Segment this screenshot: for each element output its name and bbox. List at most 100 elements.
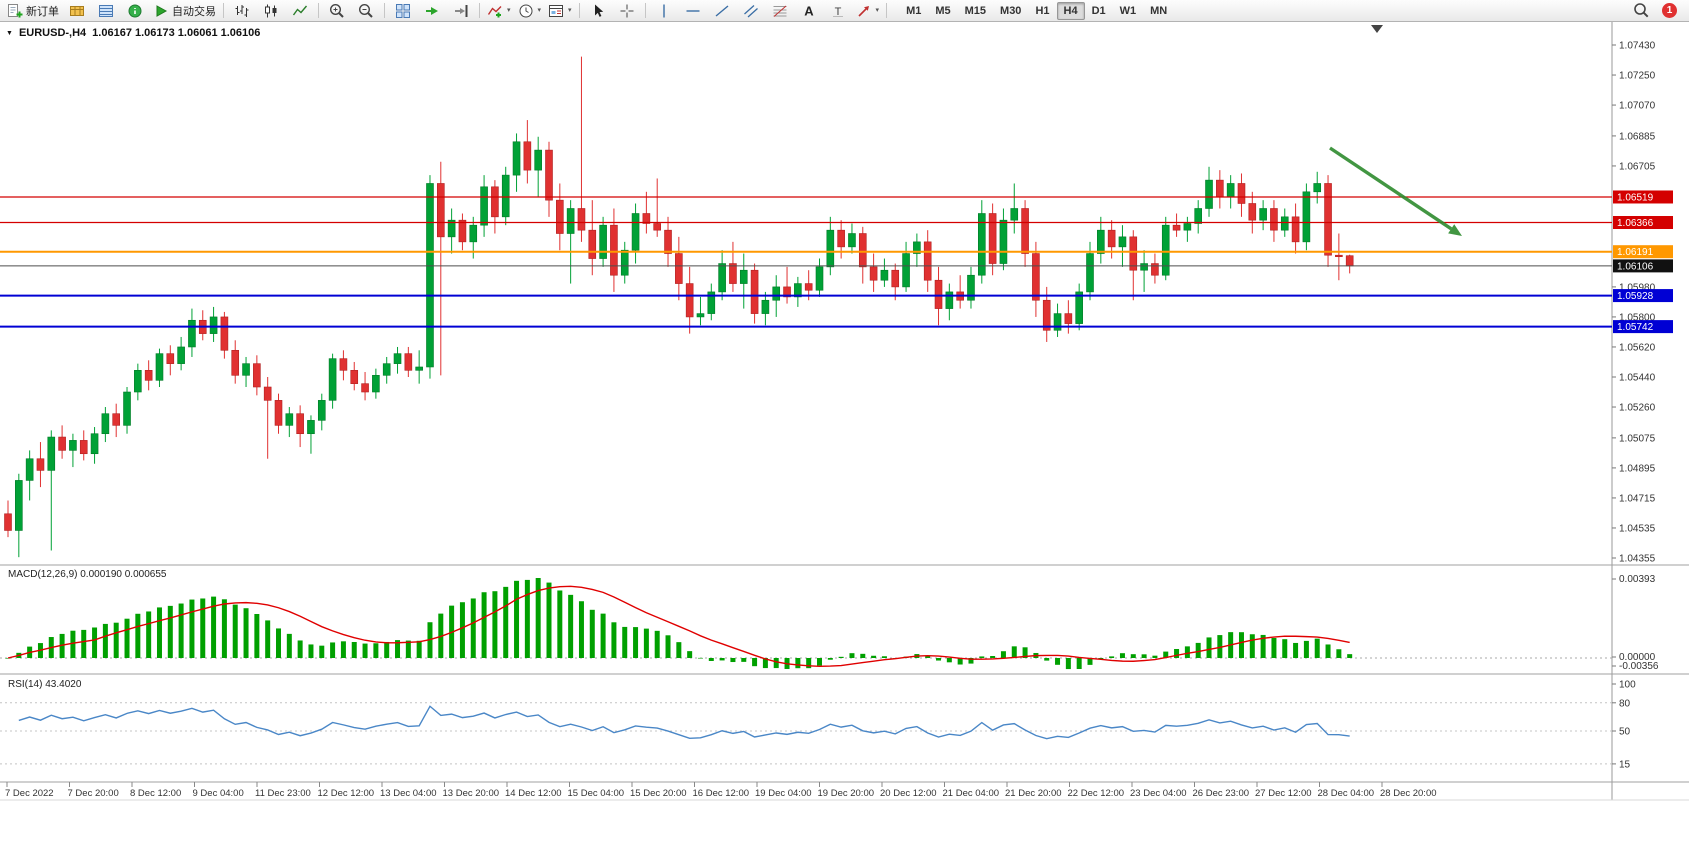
indicators-button[interactable]: ▾ <box>484 0 514 22</box>
timeframe-m30[interactable]: M30 <box>1000 4 1022 17</box>
profiles-button[interactable] <box>63 0 91 22</box>
candle-body <box>631 213 640 251</box>
zoom-out-icon <box>358 3 373 18</box>
candle-body <box>58 436 66 451</box>
cursor-icon <box>594 4 603 17</box>
line-chart-button[interactable] <box>286 0 314 22</box>
macd-histogram-bar <box>1282 639 1288 658</box>
candle-body <box>1345 255 1354 267</box>
timeframe-w1[interactable]: W1 <box>1119 4 1137 17</box>
macd-histogram-bar <box>1087 658 1093 665</box>
time-axis-label: 26 Dec 23:00 <box>1193 788 1250 799</box>
candle-body <box>1032 253 1040 301</box>
macd-histogram-bar <box>1109 656 1115 658</box>
candlestick-chart-button[interactable] <box>257 0 285 22</box>
candle-body <box>772 286 781 301</box>
candle-body <box>1226 183 1235 198</box>
symbol-period-label: EURUSD-,H4 <box>18 27 87 39</box>
bars-chart-button[interactable] <box>228 0 256 22</box>
macd-histogram-bar <box>254 613 260 658</box>
cursor-button[interactable] <box>584 0 612 22</box>
data-window-button[interactable] <box>121 0 149 22</box>
macd-histogram-bar <box>806 658 812 669</box>
chart-canvas[interactable]: 1.07430 1.07250 1.07070 1.06885 1.06705 1.059… <box>0 22 1689 861</box>
new-order-button[interactable]: 新订单 <box>4 0 62 22</box>
trendline-icon <box>715 4 728 17</box>
zoom-in-button[interactable] <box>323 0 351 22</box>
data-window-icon <box>128 4 142 17</box>
candle-body <box>729 263 737 284</box>
candle-body <box>804 283 813 291</box>
timeframe-h4[interactable]: H4 <box>1056 1 1085 20</box>
macd-histogram-bar <box>1163 651 1169 658</box>
timeframe-h1[interactable]: H1 <box>1035 4 1050 17</box>
text-button[interactable]: A <box>795 0 823 22</box>
zoom-in-icon <box>329 3 344 18</box>
macd-histogram-bar <box>297 640 303 658</box>
timeframe-mn[interactable]: MN <box>1150 4 1168 17</box>
timeframe-m15[interactable]: M15 <box>964 4 987 17</box>
autotrading-button[interactable]: 自动交易 <box>150 0 219 22</box>
channel-button[interactable] <box>737 0 765 22</box>
macd-histogram-bar <box>1098 658 1104 660</box>
periods-button[interactable]: ▾ <box>515 0 545 22</box>
timeframe-m5[interactable]: M5 <box>935 4 951 17</box>
price-marker-label: 1.05928 <box>1617 291 1654 302</box>
market-watch-button[interactable] <box>92 0 120 22</box>
chart-area[interactable]: 1.07430 1.07250 1.07070 1.06885 1.06705 1.059… <box>0 22 1689 861</box>
arrows-button[interactable]: ▾ <box>853 0 883 22</box>
timeframe-group: M1 M5 M15 M30 H1 H4 D1 W1 MN <box>899 1 1174 20</box>
timeframe-m1[interactable]: M1 <box>906 4 922 17</box>
chart-shift-button[interactable] <box>447 0 475 22</box>
candle-body <box>620 249 629 276</box>
candle-body <box>880 269 889 281</box>
text-label-button[interactable]: T <box>824 0 852 22</box>
candle-body <box>4 513 12 531</box>
templates-button[interactable]: ▾ <box>545 0 575 22</box>
price-marker-box <box>1613 245 1673 259</box>
candle-body <box>47 436 56 471</box>
zoom-out-button[interactable] <box>352 0 380 22</box>
candle-body <box>469 224 478 243</box>
candle-body <box>155 353 164 381</box>
candle-body <box>967 274 975 301</box>
candle-body <box>999 219 1008 264</box>
candle-body <box>891 269 900 288</box>
vertical-line-button[interactable] <box>650 0 678 22</box>
macd-histogram-bar <box>276 628 281 658</box>
autoscroll-button[interactable] <box>418 0 446 22</box>
candle-body <box>1302 191 1311 243</box>
candle-body <box>415 366 423 371</box>
macd-histogram-bar <box>1249 634 1255 658</box>
fibonacci-button[interactable] <box>766 0 794 22</box>
macd-histogram-bar <box>611 622 617 658</box>
candle-body <box>144 370 153 381</box>
candle-body <box>101 413 110 435</box>
candle-body <box>599 224 607 259</box>
time-axis-label: 22 Dec 12:00 <box>1068 788 1125 799</box>
macd-histogram-bar <box>697 657 703 659</box>
trend-arrow-shaft[interactable] <box>1329 146 1453 231</box>
chart-menu-triangle-icon[interactable]: ▼ <box>6 29 13 37</box>
price-marker-box <box>1613 289 1673 303</box>
macd-histogram-bar <box>5 658 11 659</box>
chart-shift-marker[interactable] <box>1371 25 1383 33</box>
trend-arrow-head[interactable] <box>1448 224 1462 236</box>
macd-histogram-bar <box>654 630 660 658</box>
time-axis-label: 13 Dec 20:00 <box>443 788 500 799</box>
horizontal-line-button[interactable] <box>679 0 707 22</box>
macd-histogram-bar <box>687 651 693 658</box>
timeframe-d1[interactable]: D1 <box>1091 4 1106 17</box>
notification-badge[interactable]: 1 <box>1662 3 1677 18</box>
trendline-button[interactable] <box>708 0 736 22</box>
candle-body <box>112 413 120 426</box>
candle-body <box>945 291 954 309</box>
crosshair-button[interactable] <box>613 0 641 22</box>
macd-histogram-bar <box>1303 640 1309 658</box>
search-button[interactable] <box>1627 0 1655 22</box>
time-axis-label: 7 Dec 2022 <box>5 788 54 799</box>
candle-body <box>436 183 445 238</box>
tile-windows-button[interactable] <box>389 0 417 22</box>
price-marker-box <box>1613 320 1673 334</box>
macd-axis-label: 0.00393 <box>1619 574 1656 585</box>
